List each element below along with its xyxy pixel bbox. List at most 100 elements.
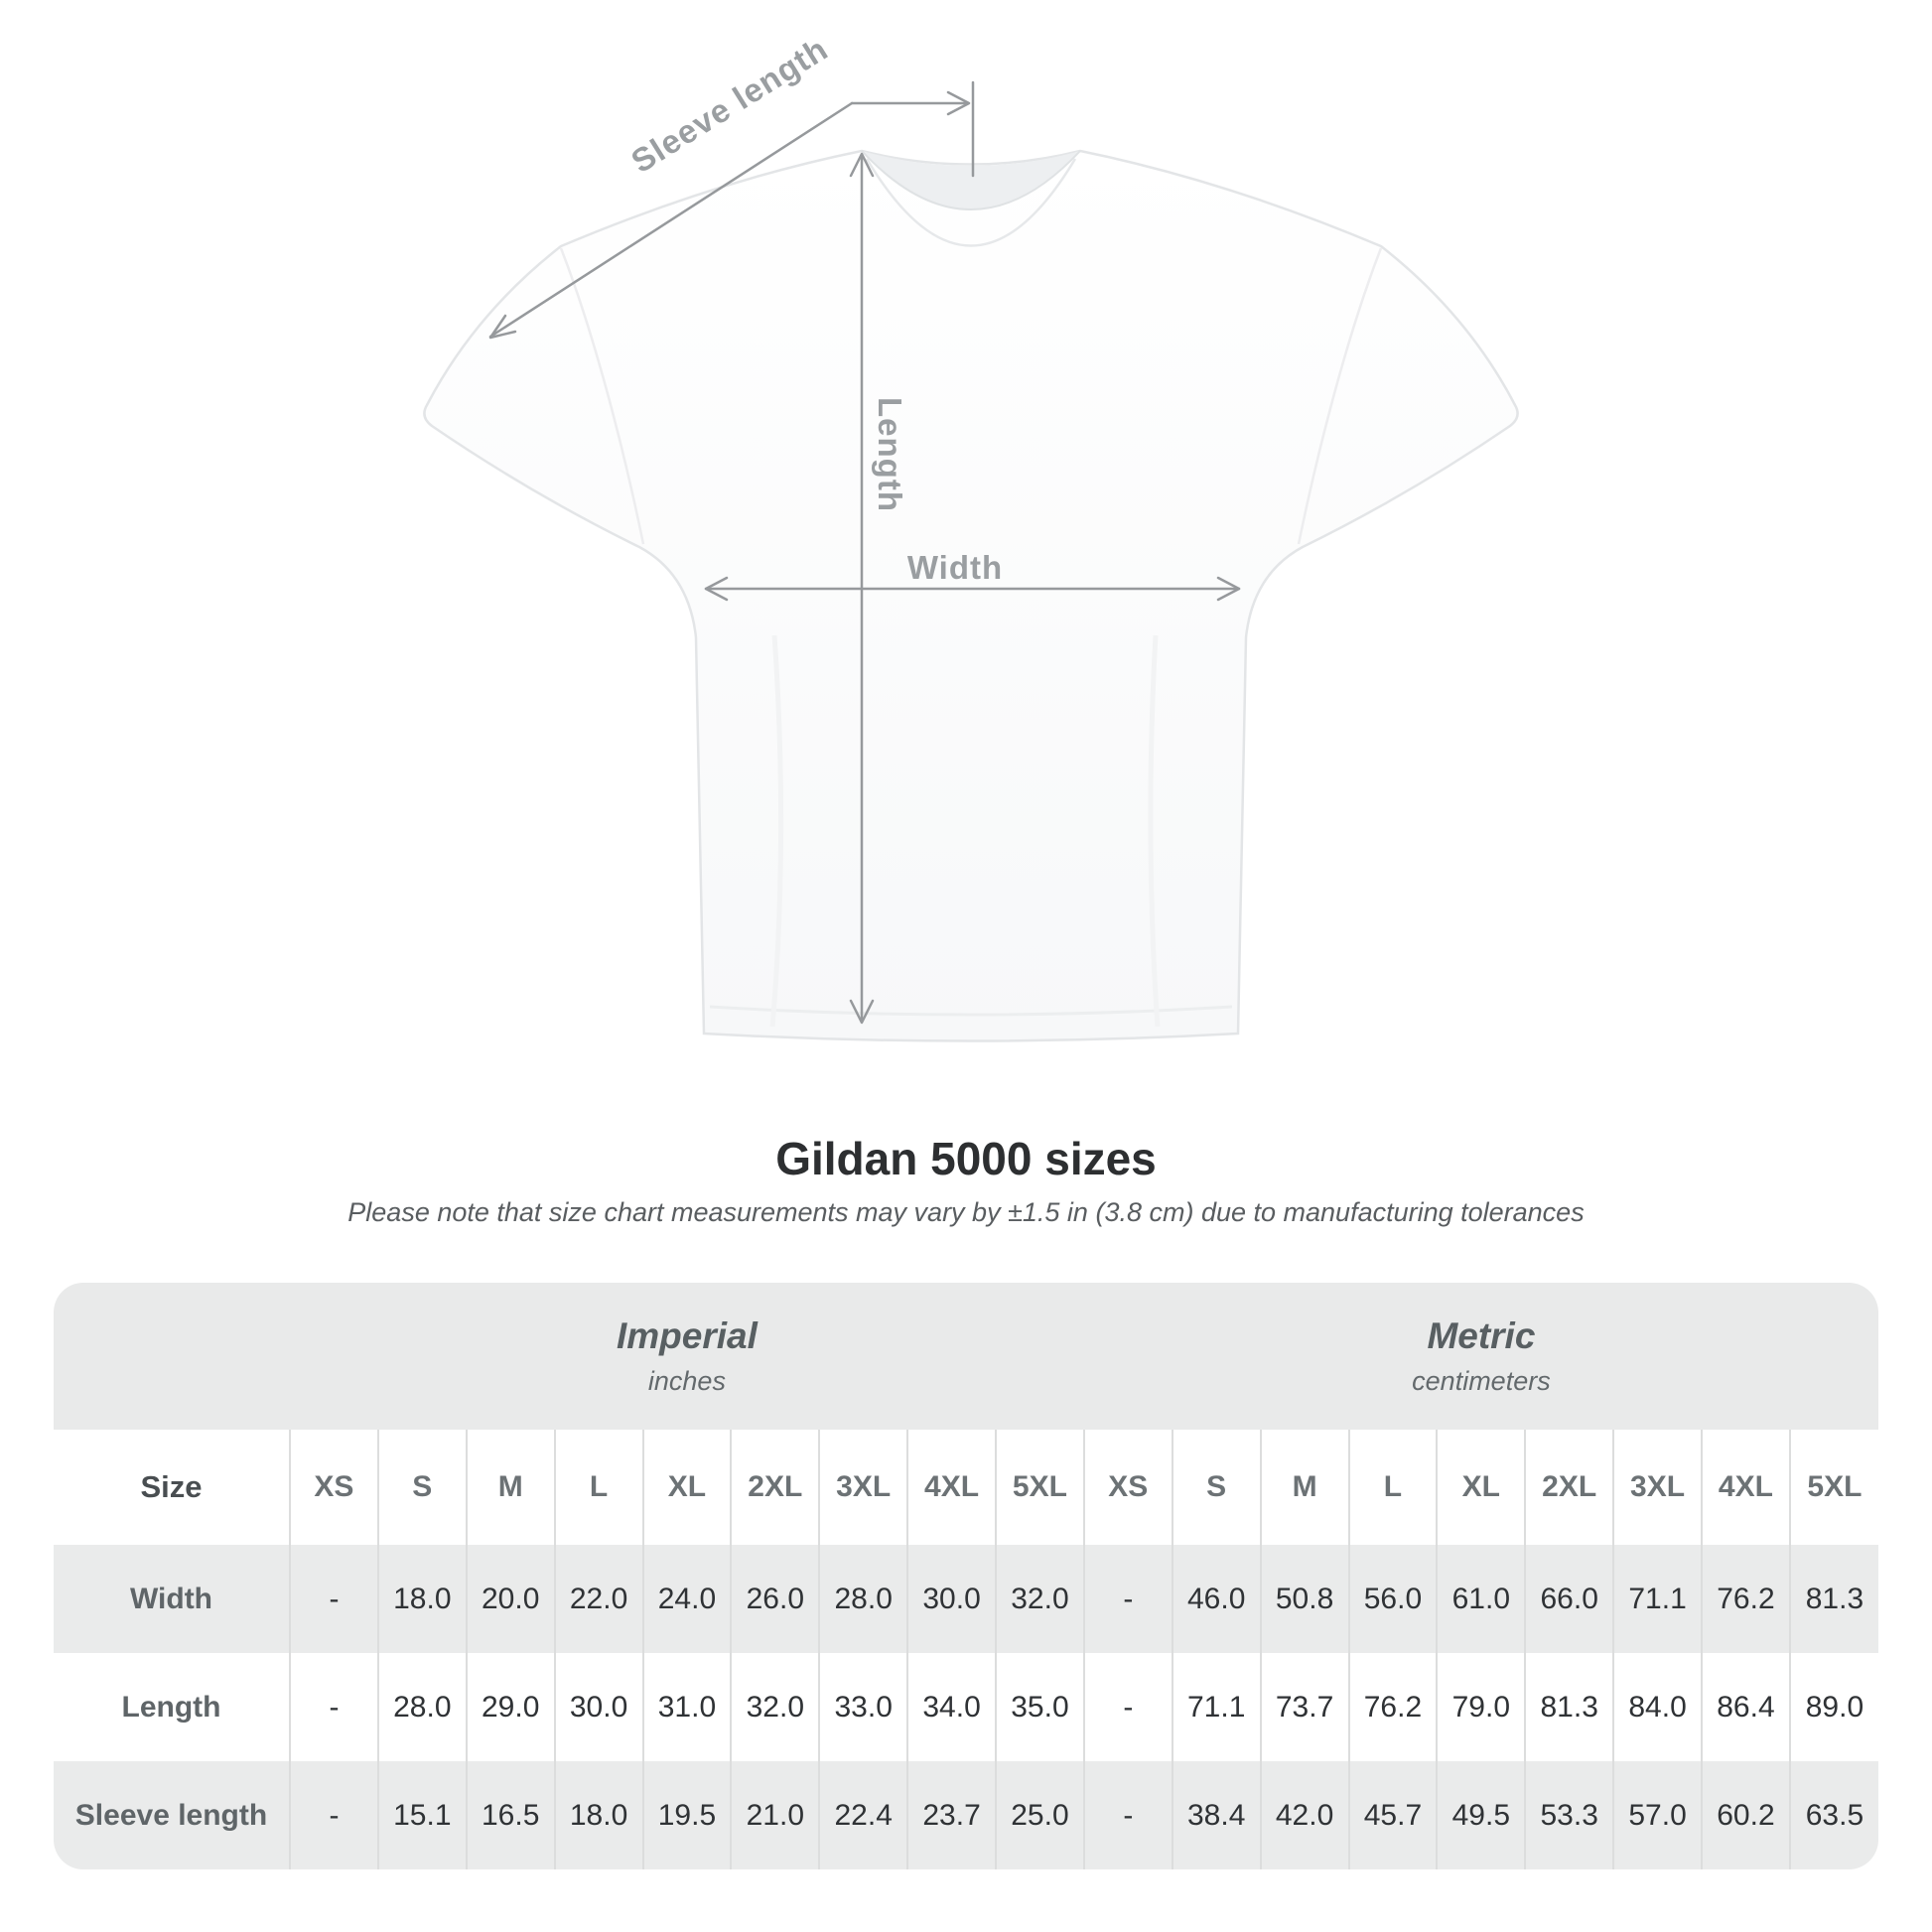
size-table: Imperial inches Metric centimeters Size … [54, 1283, 1878, 1869]
measurement-cell: 32.0 [996, 1545, 1085, 1653]
row-label: Sleeve length [54, 1761, 291, 1869]
measurement-cell: - [290, 1761, 379, 1869]
size-col-header: M [466, 1430, 556, 1545]
measurement-cell: - [1083, 1653, 1173, 1761]
measurement-cell: 76.2 [1348, 1653, 1439, 1761]
imperial-group-title: Imperial [616, 1315, 758, 1356]
measurement-cell: - [1083, 1545, 1173, 1653]
row-label: Width [54, 1545, 291, 1653]
measurement-cell: 71.1 [1172, 1653, 1262, 1761]
size-col-header: 2XL [1525, 1430, 1615, 1545]
size-col-header: L [554, 1430, 644, 1545]
size-column-header: Size [54, 1430, 291, 1545]
imperial-group-unit: inches [647, 1366, 726, 1396]
measurement-cell: - [1083, 1761, 1173, 1869]
measurement-cell: 71.1 [1613, 1545, 1703, 1653]
measurement-cell: 29.0 [466, 1653, 556, 1761]
measurement-cell: 84.0 [1613, 1653, 1703, 1761]
measurement-cell: 49.5 [1437, 1761, 1527, 1869]
measurement-cell: 46.0 [1172, 1545, 1262, 1653]
measurement-cell: 57.0 [1613, 1761, 1703, 1869]
measurement-cell: 63.5 [1805, 1798, 1864, 1832]
measurement-cell: 45.7 [1348, 1761, 1439, 1869]
table-row-length: Length - 28.0 29.0 30.0 31.0 32.0 33.0 3… [54, 1653, 1878, 1761]
size-col-header: S [1172, 1430, 1262, 1545]
measurement-cell: 31.0 [642, 1653, 733, 1761]
measurement-cell: 16.5 [466, 1761, 556, 1869]
measurement-cell: 32.0 [731, 1653, 821, 1761]
size-col-header: XS [290, 1430, 379, 1545]
measurement-cell: 50.8 [1260, 1545, 1350, 1653]
row-label: Length [54, 1653, 291, 1761]
size-col-header: 4XL [1702, 1430, 1791, 1545]
measurement-cell: - [290, 1545, 379, 1653]
measurement-cell: 81.3 [1525, 1653, 1615, 1761]
table-row-sleeve-length: Sleeve length - 15.1 16.5 18.0 19.5 21.0… [54, 1761, 1878, 1869]
measurement-cell: 28.0 [819, 1545, 909, 1653]
size-col-header: 3XL [819, 1430, 909, 1545]
size-col-header: 5XL [996, 1430, 1085, 1545]
measurement-cell: 89.0 [1805, 1690, 1864, 1724]
size-col-header: 5XL [1807, 1470, 1863, 1503]
measurement-cell: 28.0 [377, 1653, 468, 1761]
sleeve-length-arrow [488, 101, 854, 339]
length-label: Length [872, 397, 908, 512]
measurement-cell: 15.1 [377, 1761, 468, 1869]
measurement-cell: 73.7 [1260, 1653, 1350, 1761]
size-col-header: L [1348, 1430, 1439, 1545]
measurement-cell: 56.0 [1348, 1545, 1439, 1653]
size-col-header: M [1260, 1430, 1350, 1545]
dimension-arrows [488, 80, 1241, 1025]
measurement-cell: 26.0 [731, 1545, 821, 1653]
measurement-cell: 66.0 [1525, 1545, 1615, 1653]
measurement-cell: 20.0 [466, 1545, 556, 1653]
size-col-header: XS [1083, 1430, 1173, 1545]
measurement-cell: 61.0 [1437, 1545, 1527, 1653]
measurement-cell: 81.3 [1805, 1582, 1864, 1615]
size-col-header: 2XL [731, 1430, 821, 1545]
size-col-header: 4XL [907, 1430, 997, 1545]
measurement-cell: 86.4 [1702, 1653, 1791, 1761]
tshirt-measurement-diagram: Sleeve length Length Width [423, 30, 1519, 1042]
table-row-width: Width - 18.0 20.0 22.0 24.0 26.0 28.0 30… [54, 1545, 1878, 1653]
page-title: Gildan 5000 sizes [775, 1133, 1157, 1184]
metric-group-header: Metric centimeters [1083, 1283, 1878, 1430]
measurement-cell: 19.5 [642, 1761, 733, 1869]
metric-group-title: Metric [1427, 1315, 1536, 1356]
measurement-cell: 24.0 [642, 1545, 733, 1653]
measurement-cell: 22.0 [554, 1545, 644, 1653]
measurement-cell: 34.0 [907, 1653, 997, 1761]
measurement-cell: 18.0 [554, 1761, 644, 1869]
width-label: Width [906, 549, 1004, 586]
measurement-cell: 53.3 [1525, 1761, 1615, 1869]
tshirt-illustration [423, 80, 1519, 1042]
measurement-cell: 33.0 [819, 1653, 909, 1761]
size-col-header: XL [642, 1430, 733, 1545]
size-col-header: 3XL [1613, 1430, 1703, 1545]
tolerance-note: Please note that size chart measurements… [347, 1197, 1585, 1227]
tshirt-shape [423, 149, 1519, 1042]
imperial-group-header: Imperial inches [290, 1283, 1084, 1430]
measurement-cell: 22.4 [819, 1761, 909, 1869]
measurement-cell: 79.0 [1437, 1653, 1527, 1761]
measurement-cell: 23.7 [907, 1761, 997, 1869]
measurement-cell: 30.0 [907, 1545, 997, 1653]
metric-group-unit: centimeters [1412, 1366, 1551, 1396]
measurement-cell: 35.0 [996, 1653, 1085, 1761]
size-col-header: XL [1437, 1430, 1527, 1545]
measurement-cell: 76.2 [1702, 1545, 1791, 1653]
measurement-cell: 38.4 [1172, 1761, 1262, 1869]
measurement-cell: 18.0 [377, 1545, 468, 1653]
measurement-cell: 42.0 [1260, 1761, 1350, 1869]
measurement-cell: 60.2 [1702, 1761, 1791, 1869]
measurement-cell: - [290, 1653, 379, 1761]
size-header-row: Size XS S M L XL 2XL 3XL 4XL 5XL XS S M … [54, 1430, 1878, 1545]
measurement-cell: 30.0 [554, 1653, 644, 1761]
band-corner [54, 1283, 290, 1430]
unit-group-row: Imperial inches Metric centimeters [54, 1283, 1878, 1430]
size-table-card: Imperial inches Metric centimeters Size … [54, 1283, 1878, 1869]
measurement-cell: 21.0 [731, 1761, 821, 1869]
measurement-cell: 25.0 [996, 1761, 1085, 1869]
size-col-header: S [377, 1430, 468, 1545]
